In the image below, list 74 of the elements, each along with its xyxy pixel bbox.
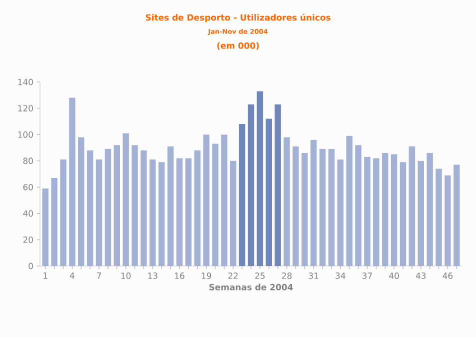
bar <box>122 133 129 266</box>
x-axis-title: Semanas de 2004 <box>209 284 293 290</box>
bar <box>51 178 58 266</box>
x-tick-label: 40 <box>389 272 399 279</box>
bar <box>150 160 156 266</box>
bar <box>212 144 218 266</box>
chart-title: Sites de Desporto - Utilizadores únicos <box>146 14 330 22</box>
bar <box>42 188 48 266</box>
bar <box>274 104 281 266</box>
text: (em 000) <box>217 42 259 50</box>
bar <box>382 152 388 266</box>
bar <box>69 98 76 266</box>
bar <box>436 168 442 266</box>
bar <box>194 150 200 266</box>
x-tick-label: 28 <box>282 272 292 279</box>
bar <box>230 160 236 266</box>
bar <box>185 158 192 266</box>
bar <box>444 175 451 266</box>
y-tick-label: 140 <box>18 78 33 86</box>
x-tick-label: 4 <box>70 272 74 279</box>
x-tick-label: 16 <box>175 272 184 279</box>
bar <box>266 118 272 266</box>
bar <box>454 164 460 266</box>
bar <box>221 134 228 266</box>
bar <box>284 137 290 266</box>
bar <box>78 137 84 266</box>
y-tick-label: 20 <box>23 236 33 243</box>
x-tick-label: 37 <box>362 272 372 279</box>
bar <box>96 160 102 266</box>
x-tick-label: 25 <box>255 272 265 279</box>
bar <box>302 152 308 266</box>
y-tick-label: 40 <box>23 210 33 217</box>
bar <box>319 149 326 266</box>
bar <box>248 104 254 266</box>
x-tick-label: 19 <box>202 272 212 279</box>
bar <box>114 145 120 266</box>
bar <box>337 160 344 266</box>
x-tick-label: 31 <box>308 272 318 279</box>
bar <box>176 158 183 266</box>
bar <box>390 154 398 266</box>
x-tick-label: 34 <box>336 272 346 279</box>
y-tick-label: 120 <box>18 105 33 112</box>
x-tick-label: 13 <box>148 272 158 279</box>
bar <box>408 146 416 266</box>
bar <box>132 145 138 266</box>
y-tick-label: 100 <box>18 131 33 138</box>
bar <box>60 160 66 266</box>
x-tick-label: 7 <box>97 272 101 279</box>
bar <box>346 136 352 266</box>
bar <box>364 156 370 266</box>
bar <box>256 91 264 266</box>
bar <box>373 158 380 266</box>
bar <box>140 150 147 266</box>
x-tick-label: 46 <box>442 272 453 279</box>
bar <box>203 134 210 266</box>
bar <box>104 149 112 266</box>
bar <box>238 124 246 266</box>
bar <box>167 146 174 266</box>
bar <box>355 145 362 266</box>
y-tick-label: 60 <box>23 184 33 190</box>
bar <box>86 150 94 266</box>
x-tick-label: 10 <box>121 272 131 279</box>
bar <box>310 140 317 266</box>
bar <box>158 162 165 266</box>
x-tick-label: 43 <box>416 272 426 279</box>
bar <box>418 160 424 266</box>
bar <box>426 152 433 266</box>
y-tick-label: 80 <box>23 158 33 164</box>
x-tick-label: 22 <box>228 272 238 279</box>
x-tick-label: 1 <box>44 272 48 279</box>
y-tick-label: 0 <box>28 262 33 270</box>
bar <box>400 162 406 266</box>
bar <box>328 149 335 266</box>
bar <box>292 146 299 266</box>
